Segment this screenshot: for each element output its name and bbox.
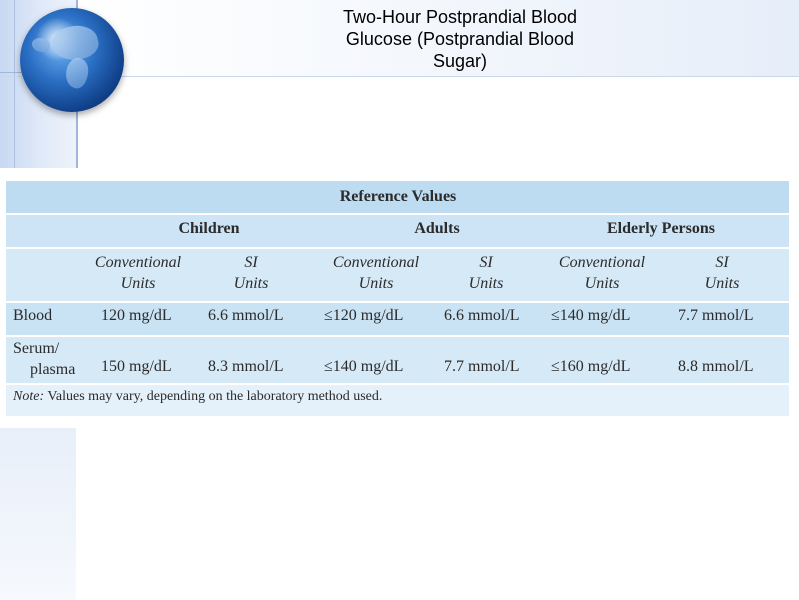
table-row	[6, 335, 789, 385]
table-row	[6, 301, 789, 335]
table-cell: 120 mg/dL	[101, 307, 172, 324]
group-children: Children	[178, 220, 240, 237]
table-cell: ≤140 mg/dL	[551, 307, 631, 324]
unit-header-adults-conventional: Conventional Units	[332, 254, 420, 292]
slide-title-line: Glucose (Postprandial Blood	[345, 29, 575, 49]
table-cell: ≤160 mg/dL	[551, 358, 631, 375]
table-group-band	[6, 213, 789, 247]
row-label-blood: Blood	[13, 307, 53, 324]
unit-header-adults-si: SI Units	[468, 254, 504, 292]
table-cell: 8.8 mmol/L	[678, 358, 754, 375]
row-label-serum-plasma: Serum/plasma	[13, 340, 76, 378]
group-elderly: Elderly Persons	[607, 220, 715, 237]
globe-icon	[20, 8, 124, 112]
table-note-band	[6, 383, 789, 416]
table-cell: 8.3 mmol/L	[208, 358, 284, 375]
slide-title-line: Sugar)	[432, 51, 488, 71]
reference-values-table: Reference Values Children Adults Elderly…	[6, 181, 789, 416]
table-cell: 6.6 mmol/L	[208, 307, 284, 324]
slide-title-line: Two-Hour Postprandial Blood	[342, 7, 578, 27]
table-cell: 150 mg/dL	[101, 358, 172, 375]
note-text: Values may vary, depending on the labora…	[44, 389, 383, 404]
table-caption: Reference Values	[339, 188, 457, 205]
table-note: Note: Values may vary, depending on the …	[13, 389, 382, 405]
note-label: Note:	[13, 389, 45, 404]
unit-header-elderly-conventional: Conventional Units	[558, 254, 646, 292]
table-cell: ≤140 mg/dL	[324, 358, 404, 375]
table-caption-band	[6, 181, 789, 213]
unit-header-elderly-si: SI Units	[704, 254, 740, 292]
unit-header-children-si: SI Units	[233, 254, 269, 292]
table-cell: 7.7 mmol/L	[678, 307, 754, 324]
table-units-band	[6, 247, 789, 303]
group-adults: Adults	[414, 220, 460, 237]
slide-title: Two-Hour Postprandial Blood Glucose (Pos…	[290, 6, 630, 72]
template-left-strip-bottom	[0, 428, 76, 600]
template-horizontal-line	[0, 76, 799, 77]
table-cell: 6.6 mmol/L	[444, 307, 520, 324]
template-vertical-line-thin	[14, 0, 15, 168]
table-cell: 7.7 mmol/L	[444, 358, 520, 375]
template-top-band	[76, 0, 799, 76]
table-cell: ≤120 mg/dL	[324, 307, 404, 324]
unit-header-children-conventional: Conventional Units	[94, 254, 182, 292]
